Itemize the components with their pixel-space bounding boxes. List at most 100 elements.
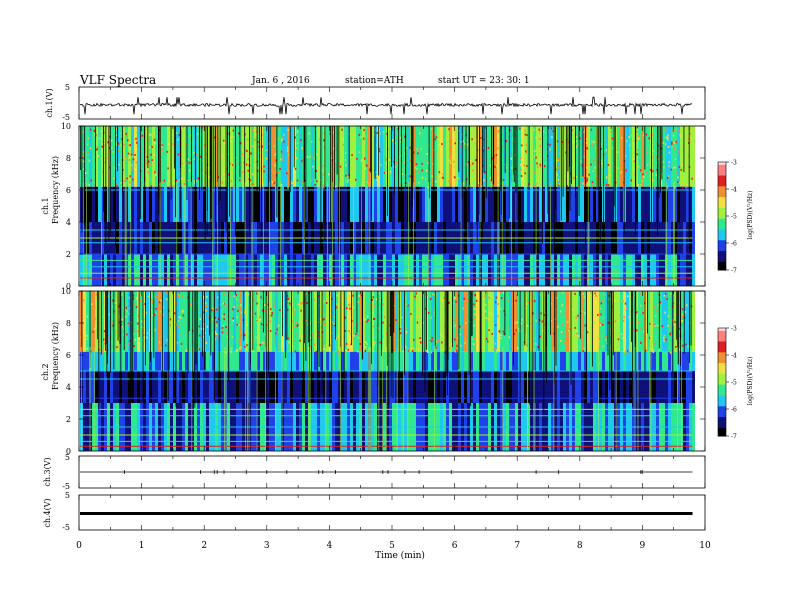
- spectrogram-column-segment: [317, 186, 320, 222]
- spectrogram-column-segment: [83, 371, 86, 403]
- spectrogram-speckle: [421, 162, 423, 165]
- spectrogram-speckle: [470, 305, 473, 308]
- spectrogram-speckle: [383, 171, 386, 174]
- ch1-waveform-ylabel: ch.1(V): [45, 88, 54, 117]
- spectrogram-speckle: [403, 161, 406, 164]
- colorbar-segment: [718, 395, 726, 399]
- spectrogram-speckle: [538, 178, 541, 181]
- spectrogram-column-segment: [89, 371, 92, 403]
- spectrogram-speckle: [269, 292, 271, 295]
- spectrogram-speckle: [344, 152, 347, 155]
- spectrogram-speckle: [371, 153, 373, 156]
- spectrogram-speckle: [523, 320, 525, 323]
- spectrogram-speckle: [337, 350, 339, 353]
- spectrogram-speckle: [90, 179, 92, 182]
- spectrogram-column-segment: [269, 186, 272, 222]
- spectrogram-column-segment: [665, 351, 668, 371]
- spectrogram-column-segment: [521, 186, 524, 222]
- spectrogram-speckle: [352, 341, 354, 344]
- spectrogram-column-segment: [590, 186, 593, 222]
- spectrogram-speckle: [536, 162, 538, 165]
- spectrogram-speckle: [323, 186, 325, 189]
- spectrogram-speckle: [433, 314, 436, 317]
- spectrogram-speckle: [488, 327, 491, 330]
- spectrogram-speckle: [150, 185, 153, 188]
- colorbar-segment: [718, 425, 726, 429]
- spectrogram-speckle: [520, 322, 523, 325]
- spectrogram-speckle: [590, 291, 593, 294]
- spectrogram-column-segment: [155, 126, 158, 187]
- spectrogram-speckle: [140, 293, 142, 296]
- frequency-tick-label: 2: [66, 250, 71, 259]
- spectrogram-column-segment: [491, 186, 494, 222]
- spectrogram-speckle: [345, 342, 348, 345]
- spectrogram-column-segment: [122, 351, 125, 371]
- spectrogram-speckle: [330, 139, 332, 142]
- spectrogram-speckle: [103, 307, 106, 310]
- spectrogram-speckle: [488, 328, 490, 331]
- spectrogram-speckle: [232, 183, 234, 186]
- spectrogram-column-segment: [131, 371, 134, 403]
- colorbar-segment: [718, 213, 726, 217]
- spectrogram-column-segment: [659, 371, 662, 403]
- spectrogram-speckle: [516, 291, 518, 294]
- spectrogram-speckle: [430, 180, 433, 183]
- spectrogram-speckle: [518, 330, 520, 333]
- spectrogram-speckle: [217, 296, 219, 299]
- spectrogram-column-segment: [560, 254, 563, 286]
- spectrogram-speckle: [383, 316, 386, 319]
- spectrogram-column-segment: [224, 351, 227, 371]
- spectrogram-speckle: [123, 310, 126, 313]
- spectrogram-speckle: [216, 336, 219, 339]
- spectrogram-column-segment: [647, 291, 650, 352]
- spectrogram-speckle: [454, 297, 456, 300]
- spectrogram-speckle: [127, 323, 129, 326]
- spectrogram-speckle: [453, 166, 456, 169]
- spectrogram-speckle: [445, 148, 448, 151]
- spectrogram-speckle: [270, 308, 272, 311]
- spectrogram-column-segment: [185, 126, 188, 187]
- colorbar-segment: [718, 221, 726, 225]
- spectrogram-speckle: [226, 331, 228, 334]
- spectrogram-speckle: [684, 151, 686, 154]
- spectrogram-column-segment: [287, 254, 290, 286]
- spectrogram-speckle: [633, 328, 636, 331]
- spectrogram-column-segment: [275, 371, 278, 403]
- spectrogram-column-segment: [467, 126, 470, 187]
- spectrogram-column-segment: [509, 126, 512, 187]
- spectrogram-speckle: [175, 323, 178, 326]
- spectrogram-column-segment: [668, 186, 671, 222]
- spectrogram-speckle: [247, 169, 249, 172]
- spectrogram-speckle: [540, 312, 542, 315]
- spectrogram-speckle: [231, 140, 234, 143]
- spectrogram-speckle: [353, 334, 355, 337]
- spectrogram-speckle: [287, 298, 289, 301]
- spectrogram-column-segment: [548, 371, 551, 403]
- spectrogram-column-segment: [263, 291, 266, 352]
- spectrogram-speckle: [382, 321, 384, 324]
- spectrogram-speckle: [690, 137, 692, 140]
- spectrogram-column-segment: [299, 351, 302, 371]
- spectrogram-speckle: [162, 313, 165, 316]
- spectrogram-column-segment: [206, 291, 209, 352]
- spectrogram-column-segment: [473, 126, 476, 187]
- spectrogram-speckle: [691, 177, 693, 180]
- spectrogram-column-segment: [215, 371, 218, 403]
- spectrogram-column-segment: [416, 254, 419, 286]
- spectrogram-speckle: [201, 126, 204, 129]
- spectrogram-column-segment: [323, 371, 326, 403]
- spectrogram-speckle: [168, 309, 170, 312]
- spectrogram-speckle: [557, 166, 559, 169]
- spectrogram-speckle: [247, 158, 249, 161]
- spectrogram-speckle: [319, 178, 321, 181]
- spectrogram-speckle: [491, 146, 493, 149]
- spectrogram-speckle: [274, 338, 276, 341]
- spectrogram-column-segment: [89, 254, 92, 286]
- spectrogram-speckle: [678, 181, 681, 184]
- spectrogram-speckle: [495, 164, 498, 167]
- spectrogram-column-segment: [587, 126, 590, 187]
- spectrogram-speckle: [182, 309, 184, 312]
- spectrogram-speckle: [519, 330, 522, 333]
- spectrogram-speckle: [460, 140, 463, 143]
- spectrogram-column-segment: [347, 291, 350, 352]
